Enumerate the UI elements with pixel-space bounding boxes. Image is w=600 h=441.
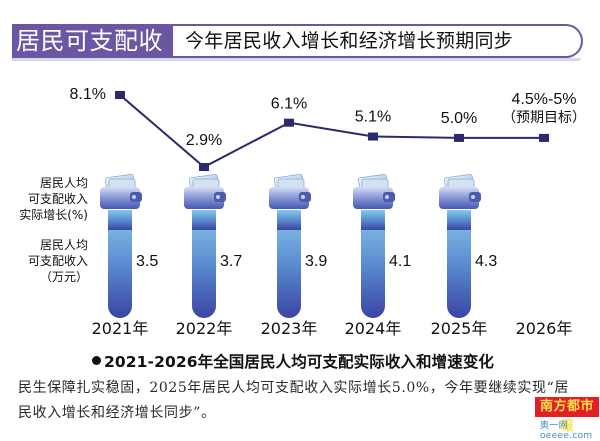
wallet-button-icon <box>471 195 475 199</box>
wallet-button-icon <box>301 195 305 199</box>
growth-marker <box>539 133 549 142</box>
wallet-icon <box>439 187 479 209</box>
bar-value-label: 3.5 <box>136 253 158 270</box>
income-bar-top <box>277 210 301 230</box>
bars-group: 3.5 3.7 3.9 4.1 4.3 <box>100 173 497 318</box>
body-text: 民生保障扎实稳固，2025年居民人均可支配收入实际增长5.0%，今年要继续实现“… <box>18 380 569 421</box>
income-bar-top <box>361 210 385 230</box>
wallet-button-icon <box>216 195 220 199</box>
bar-value-label: 4.1 <box>389 253 411 270</box>
x-axis-label: 2022年 <box>176 319 233 338</box>
headline: 今年居民收入增长和经济增长预期同步 <box>173 24 583 58</box>
income-bar-top <box>447 210 471 230</box>
bar-value-label: 4.3 <box>475 253 497 270</box>
wallet-icon <box>100 187 140 209</box>
x-axis-label: 2023年 <box>261 319 318 338</box>
bar-value-label: 3.9 <box>305 253 327 270</box>
line-legend-label: 实际增长(%) <box>19 207 88 222</box>
wallet-icon <box>269 187 309 209</box>
section-tag: 居民可支配收入 <box>12 24 173 89</box>
x-axis-label: 2025年 <box>431 319 488 338</box>
growth-value-label: 6.1% <box>271 96 307 113</box>
bar-value-label: 3.7 <box>220 253 242 270</box>
income-bar-top <box>192 210 216 230</box>
x-axis-label: 2026年 <box>516 319 573 338</box>
growth-marker <box>199 163 209 171</box>
wallet-icon <box>184 187 224 209</box>
income-bar <box>277 210 301 318</box>
x-axis-label: 2024年 <box>345 319 402 338</box>
banner-shadow <box>12 58 581 61</box>
growth-value-label: 5.0% <box>441 110 477 127</box>
income-bar <box>447 210 471 318</box>
bar-group: 3.9 <box>269 173 327 318</box>
header-banner: 居民可支配收入 今年居民收入增长和经济增长预期同步 <box>12 23 583 89</box>
bullet-icon <box>92 356 101 365</box>
growth-line <box>119 94 544 169</box>
bar-group: 3.7 <box>184 173 242 318</box>
income-bar <box>361 210 385 318</box>
x-axis-label: 2021年 <box>92 319 149 338</box>
growth-value-label: 2.9% <box>186 132 222 149</box>
bar-legend-label: 可支配收入 <box>28 254 88 268</box>
income-bar <box>108 210 132 318</box>
target-note: （预期目标） <box>502 110 586 126</box>
income-bar-top <box>108 210 132 230</box>
chart: 居民人均可支配收入实际增长(%)居民人均可支配收入（万元） 3.5 3.7 3.9 4… <box>19 86 586 338</box>
left-legend: 居民人均可支配收入实际增长(%)居民人均可支配收入（万元） <box>19 176 88 284</box>
growth-marker <box>368 132 378 141</box>
x-axis-labels: 2021年 2022年 2023年 2024年 2025年 2026年 <box>92 319 573 338</box>
bar-group: 4.1 <box>353 173 411 318</box>
growth-value-label: 8.1% <box>70 86 106 103</box>
wallet-button-icon <box>132 195 136 199</box>
growth-marker <box>454 133 464 142</box>
income-bar <box>192 210 216 318</box>
growth-value-label: 4.5%-5% <box>512 91 577 108</box>
line-legend-label: 可支配收入 <box>28 192 88 206</box>
bar-group: 4.3 <box>439 173 497 318</box>
growth-value-label: 5.1% <box>355 109 391 126</box>
growth-marker <box>284 118 294 127</box>
line-legend-label: 居民人均 <box>40 176 88 190</box>
wallet-icon <box>353 187 393 209</box>
chart-caption: 2021-2026年全国居民人均可支配实际收入和增速变化 <box>92 350 494 372</box>
line-group: 8.1% 2.9% 6.1% 5.1% 5.0% 4.5%-5% （预期目标） <box>70 86 586 171</box>
chart-caption-text: 2021-2026年全国居民人均可支配实际收入和增速变化 <box>104 353 495 371</box>
logo-subtitle: 奥一网oeeee.com <box>540 421 593 441</box>
wallet-button-icon <box>385 195 389 199</box>
growth-marker <box>115 91 125 99</box>
bar-group: 3.5 <box>100 173 158 318</box>
newspaper-logo: 南方都市報 <box>535 397 599 434</box>
bar-legend-label: （万元） <box>40 270 88 284</box>
bar-legend-label: 居民人均 <box>40 238 88 252</box>
